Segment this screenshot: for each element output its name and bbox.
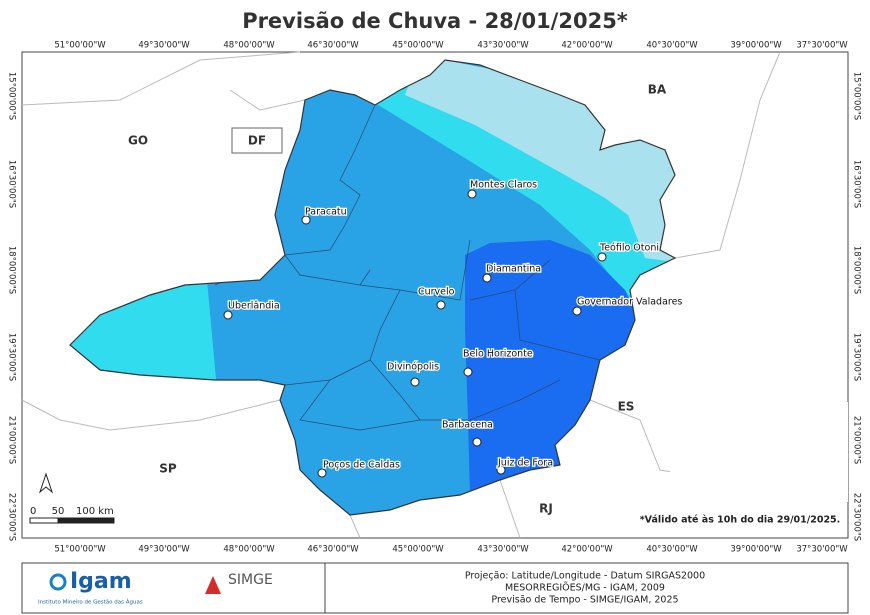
lon-label: 37°30'00"W <box>796 41 848 51</box>
lon-label: 39°00'00"W <box>730 41 782 51</box>
simge-name: SIMGE <box>228 572 273 588</box>
lon-label: 49°30'00"W <box>138 41 190 51</box>
city-point <box>467 189 477 199</box>
lon-label: 43°30'00"W <box>477 545 529 555</box>
scale-label: 0 <box>30 506 36 517</box>
lon-label: 49°30'00"W <box>138 545 190 555</box>
lon-label: 45°00'00"W <box>392 545 444 555</box>
lon-label: 48°00'00"W <box>223 41 275 51</box>
city-point <box>223 310 233 320</box>
footer-line: Previsão de Tempo - SIMGE/IGAM, 2025 <box>491 595 678 606</box>
city-point <box>436 300 446 310</box>
validity-note: *Válido até às 10h do dia 29/01/2025. <box>640 515 841 526</box>
state-label: GO <box>128 134 148 148</box>
city-label: Paracatu <box>305 207 347 218</box>
city-label: Montes Claros <box>470 180 537 191</box>
lat-label: 15°00'00"S <box>852 72 862 120</box>
city-point <box>572 306 582 316</box>
state-label: DF <box>248 134 266 148</box>
scale-bar <box>29 517 59 524</box>
city-label: Teófilo Otoni <box>599 243 659 254</box>
city-point <box>317 468 327 478</box>
lon-label: 45°00'00"W <box>392 41 444 51</box>
lon-label: 40°30'00"W <box>646 41 698 51</box>
lat-label: 18°00'00"S <box>7 246 17 294</box>
lat-label: 19°30'00"S <box>7 333 17 381</box>
lat-label: 19°30'00"S <box>852 333 862 381</box>
lon-label: 46°30'00"W <box>307 545 359 555</box>
igam-name: Igam <box>70 569 132 594</box>
city-label: Divinópolis <box>387 362 439 373</box>
scale-bar <box>57 517 115 524</box>
lon-label: 39°00'00"W <box>730 545 782 555</box>
city-point <box>463 367 473 377</box>
region-60-80 <box>465 240 640 495</box>
igam-logo <box>49 573 67 591</box>
lon-label: 42°00'00"W <box>561 545 613 555</box>
footer-line: MESORREGIÕES/MG - IGAM, 2009 <box>505 582 665 594</box>
state-borders <box>21 51 781 539</box>
igam-subtitle: Instituto Mineiro de Gestão das Águas <box>38 599 143 606</box>
state-label: SP <box>159 462 177 476</box>
city-label: Curvelo <box>418 287 455 298</box>
simge-logo <box>205 576 221 594</box>
state-label: RJ <box>539 502 553 516</box>
lon-label: 40°30'00"W <box>646 545 698 555</box>
lat-label: 15°00'00"S <box>7 72 17 120</box>
city-point <box>410 377 420 387</box>
scale-label: 100 km <box>76 506 114 517</box>
footer-line: Projeção: Latitude/Longitude - Datum SIR… <box>465 571 705 582</box>
state-label: ES <box>618 400 635 414</box>
map-layer: 51°00'00"W 51°00'00"W 49°30'00"W 49°30'00"W… <box>7 41 862 555</box>
lat-label: 16°30'00"S <box>852 160 862 208</box>
lon-label: 46°30'00"W <box>307 41 359 51</box>
scale-label: 50 <box>52 506 65 517</box>
city-label: Diamantina <box>486 264 541 275</box>
state-label: BA <box>648 83 667 97</box>
city-point <box>482 273 492 283</box>
lon-label: 37°30'00"W <box>796 545 848 555</box>
city-point <box>597 252 607 262</box>
lat-label: 18°00'00"S <box>852 246 862 294</box>
footer-box <box>21 562 849 614</box>
city-label: Juiz de Fora <box>497 458 553 469</box>
mesoregion-borders <box>214 104 601 431</box>
city-label: Uberlândia <box>228 301 280 312</box>
lon-label: 43°30'00"W <box>477 41 529 51</box>
city-point <box>472 437 482 447</box>
lat-label: 22°30'00"S <box>852 493 862 541</box>
city-label: Barbacena <box>442 420 493 431</box>
city-label: Governador Valadares <box>577 297 682 308</box>
city-label: Poços de Caldas <box>323 460 400 471</box>
lat-label: 16°30'00"S <box>7 160 17 208</box>
lon-label: 51°00'00"W <box>54 545 106 555</box>
city-point <box>496 465 506 475</box>
lon-label: 42°00'00"W <box>561 41 613 51</box>
title: Previsão de Chuva - 28/01/2025* <box>242 9 628 33</box>
city-point <box>301 215 311 225</box>
legend-box <box>670 402 848 502</box>
lat-label: 21°00'00"S <box>852 416 862 464</box>
north-arrow <box>38 472 54 494</box>
lon-label: 51°00'00"W <box>54 41 106 51</box>
lat-label: 21°00'00"S <box>7 416 17 464</box>
lat-label: 22°30'00"S <box>7 493 17 541</box>
city-label: Belo Horizonte <box>463 349 533 360</box>
lon-label: 48°00'00"W <box>223 545 275 555</box>
df-box <box>231 127 283 154</box>
